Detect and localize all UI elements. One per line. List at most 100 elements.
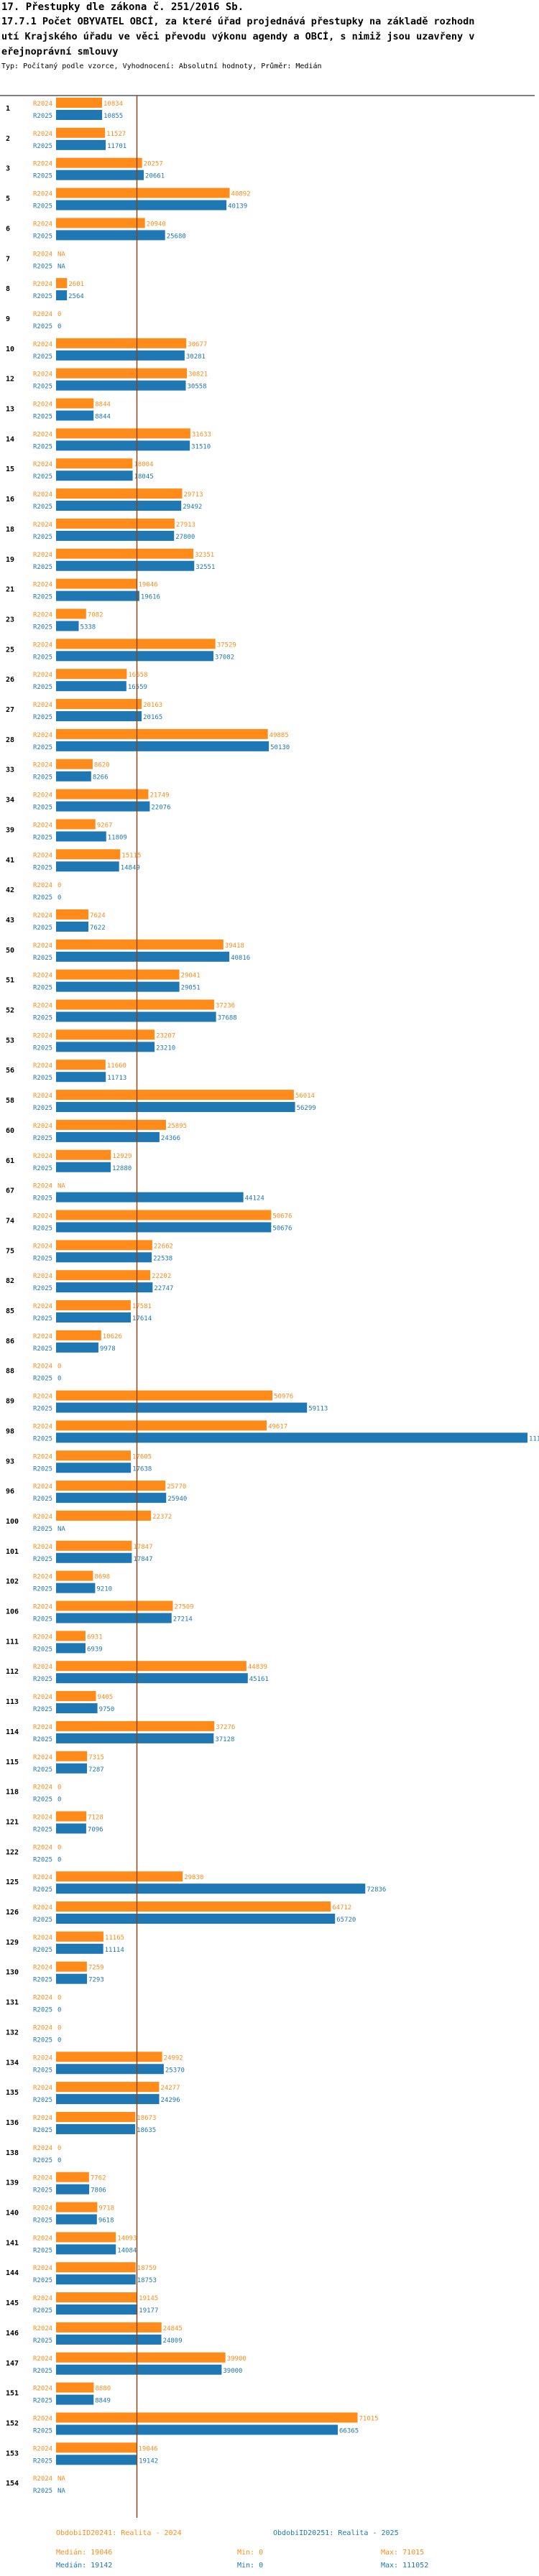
bar-r2024 — [56, 1931, 103, 1942]
bar-r2024 — [56, 819, 96, 830]
series-label-r2024: R2024 — [33, 522, 52, 529]
data-label-r2024: 7082 — [88, 611, 103, 618]
bar-r2025 — [56, 621, 79, 631]
bar-r2025 — [56, 2184, 90, 2195]
row-label: 41 — [6, 856, 14, 864]
data-label-r2024: 27913 — [176, 522, 195, 529]
bar-r2025 — [56, 711, 142, 721]
row-label: 1 — [6, 105, 10, 113]
series-label-r2025: R2025 — [33, 714, 52, 721]
bar-r2024 — [56, 2412, 358, 2423]
series-label-r2024: R2024 — [33, 1303, 52, 1310]
bar-r2025 — [56, 1222, 272, 1233]
series-label-r2024: R2024 — [33, 1123, 52, 1130]
row-label: 118 — [6, 1789, 19, 1797]
series-label-r2025: R2025 — [33, 173, 52, 180]
series-label-r2024: R2024 — [33, 1394, 52, 1401]
bar-r2025 — [56, 1402, 308, 1413]
legend-2025-min: Min: 0 — [237, 2562, 264, 2570]
series-label-r2024: R2024 — [33, 702, 52, 709]
bar-r2025 — [56, 1493, 167, 1504]
data-label-r2024: 19046 — [139, 582, 158, 589]
series-label-r2024: R2024 — [33, 1514, 52, 1521]
row-label: 126 — [6, 1909, 19, 1917]
bar-r2025 — [56, 2094, 160, 2105]
series-label-r2024: R2024 — [33, 311, 52, 318]
series-label-r2024: R2024 — [33, 1062, 52, 1070]
data-label-r2024: 10834 — [103, 101, 123, 108]
data-label-r2025: 65720 — [336, 1917, 356, 1924]
bar-r2024 — [56, 1540, 132, 1551]
bar-r2025 — [56, 921, 89, 932]
series-label-r2025: R2025 — [33, 1586, 52, 1593]
bar-r2024 — [56, 1270, 151, 1281]
data-label-r2025: 7293 — [88, 1977, 104, 1984]
series-label-r2024: R2024 — [33, 191, 52, 198]
series-label-r2024: R2024 — [33, 2235, 52, 2242]
bar-r2025 — [56, 1042, 155, 1052]
bar-r2025 — [56, 1162, 111, 1172]
row-label: 51 — [6, 977, 14, 985]
bar-r2025 — [56, 861, 119, 872]
bar-r2024 — [56, 1300, 131, 1310]
bar-r2025 — [56, 2304, 138, 2315]
row-label: 23 — [6, 616, 14, 624]
row-label: 102 — [6, 1578, 19, 1586]
data-label-r2025: 8266 — [93, 774, 109, 782]
bar-r2024 — [56, 578, 137, 589]
series-label-r2024: R2024 — [33, 341, 52, 348]
data-label-r2025: 9618 — [98, 2218, 114, 2225]
row-label: 136 — [6, 2119, 19, 2127]
bar-r2025 — [56, 560, 195, 571]
bar-r2025 — [56, 1342, 98, 1353]
data-label-r2024: 7128 — [88, 1814, 103, 1821]
row-label: 145 — [6, 2299, 19, 2307]
row-label: 138 — [6, 2149, 19, 2157]
bar-r2024 — [56, 157, 142, 168]
bar-r2025 — [56, 1011, 216, 1022]
series-label-r2025: R2025 — [33, 925, 52, 932]
series-label-r2025: R2025 — [33, 2398, 52, 2405]
data-label-r2025: 20661 — [145, 173, 165, 180]
page-title: 17. Přestupky dle zákona č. 251/2016 Sb. — [1, 1, 244, 13]
series-label-r2024: R2024 — [33, 2054, 52, 2062]
data-label-r2025: 14849 — [121, 864, 140, 871]
bar-r2024 — [56, 999, 214, 1010]
row-label: 147 — [6, 2360, 19, 2368]
series-label-r2025: R2025 — [33, 1376, 52, 1383]
series-label-r2024: R2024 — [33, 2475, 52, 2483]
bar-r2024 — [56, 1661, 247, 1672]
bar-r2024 — [56, 849, 121, 860]
data-label-r2024: 0 — [57, 1363, 61, 1371]
bar-r2025 — [56, 1552, 132, 1563]
bar-r2024 — [56, 218, 145, 228]
row-label: 75 — [6, 1247, 14, 1255]
series-label-r2025: R2025 — [33, 1856, 52, 1863]
bar-r2024 — [56, 2172, 89, 2182]
data-label-r2025: 0 — [57, 1856, 61, 1863]
series-label-r2024: R2024 — [33, 822, 52, 829]
row-label: 6 — [6, 225, 10, 233]
data-label-r2025: 32551 — [195, 564, 215, 571]
bar-r2025 — [56, 200, 227, 210]
bar-r2025 — [56, 981, 180, 992]
legend-2024-name: ObdobiID20241: Realita - 2024 — [56, 2529, 182, 2537]
series-label-r2024: R2024 — [33, 1754, 52, 1761]
data-label-r2024: 71015 — [359, 2415, 378, 2422]
series-label-r2025: R2025 — [33, 684, 52, 691]
series-label-r2024: R2024 — [33, 552, 52, 559]
bar-r2025 — [56, 1583, 96, 1593]
data-label-r2025: 59113 — [308, 1406, 328, 1413]
series-label-r2025: R2025 — [33, 564, 52, 571]
row-label: 25 — [6, 646, 14, 654]
series-label-r2025: R2025 — [33, 1947, 52, 1954]
row-label: 7 — [6, 255, 10, 263]
bar-r2024 — [56, 1481, 166, 1491]
bar-r2025 — [56, 2064, 164, 2075]
data-label-r2024: 37276 — [216, 1724, 235, 1731]
series-label-r2025: R2025 — [33, 2457, 52, 2465]
data-label-r2024: 44839 — [248, 1664, 267, 1671]
series-label-r2025: R2025 — [33, 443, 52, 450]
row-label: 144 — [6, 2269, 19, 2277]
data-label-r2024: 6931 — [87, 1634, 103, 1641]
